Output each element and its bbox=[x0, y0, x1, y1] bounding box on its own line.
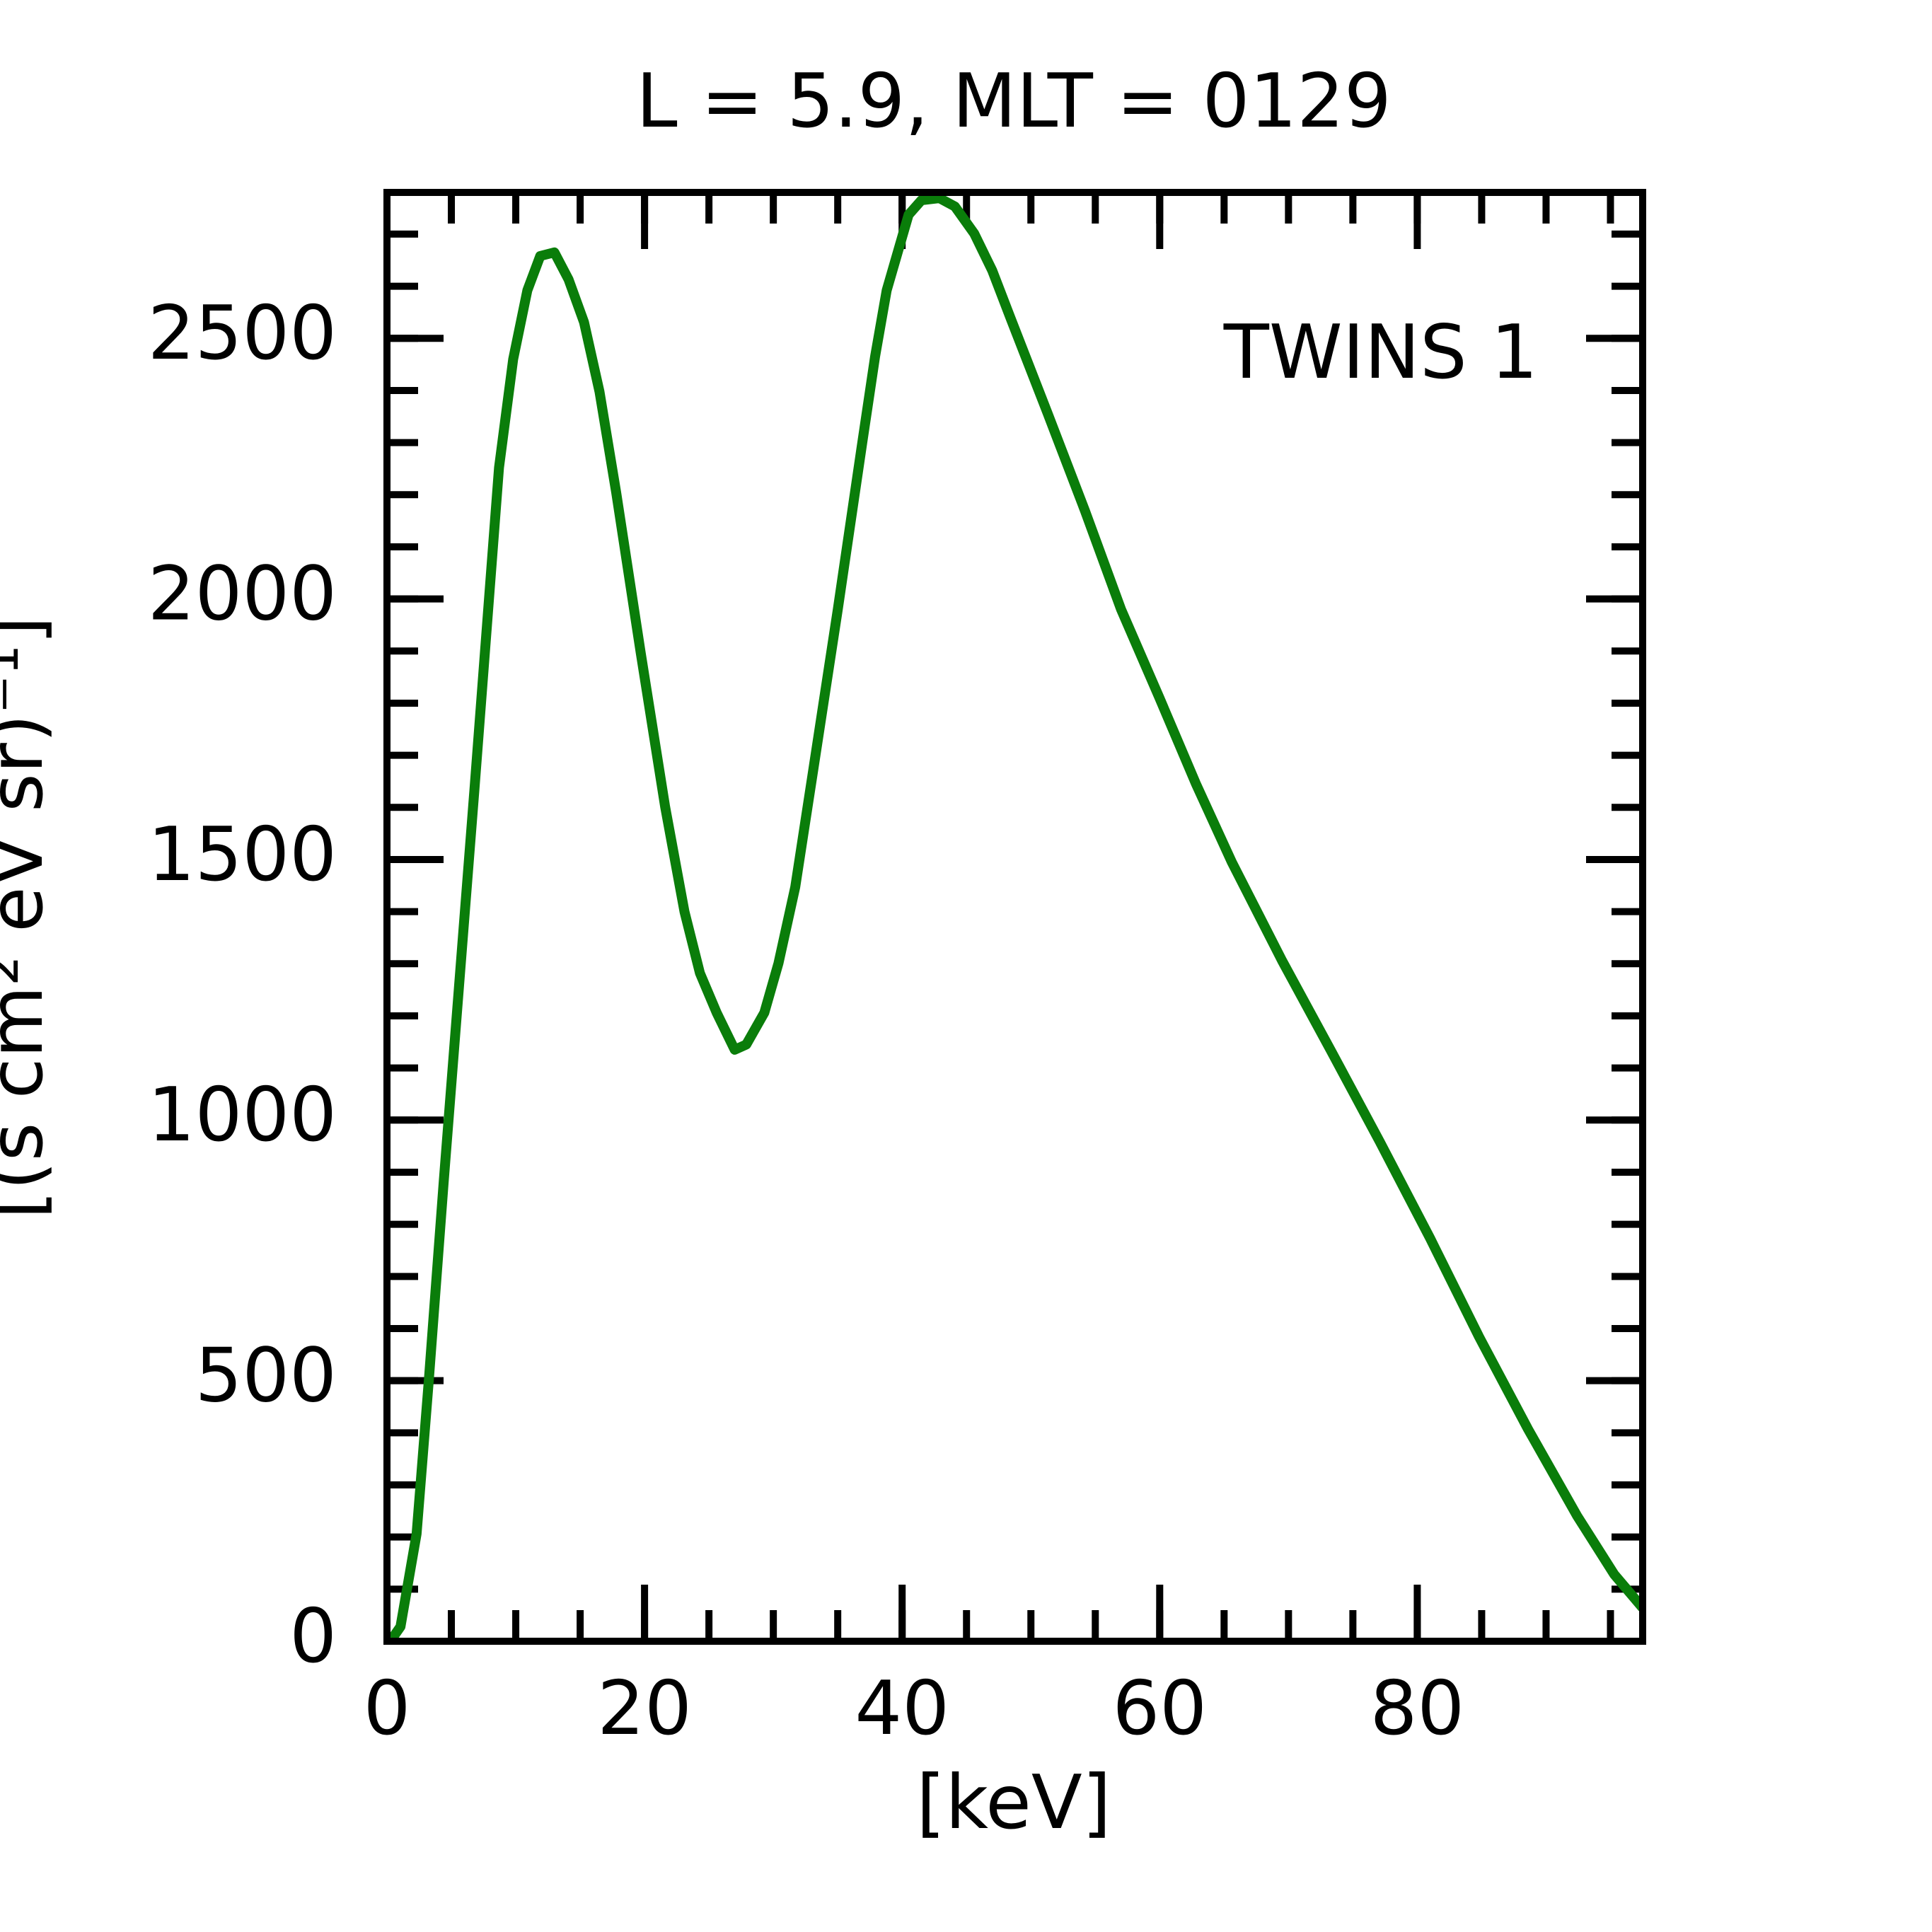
x-tick-label: 40 bbox=[855, 1665, 949, 1752]
y-tick-label: 0 bbox=[289, 1593, 337, 1679]
data-line bbox=[388, 193, 1643, 1641]
y-axis-label: [(s cm² eV sr)⁻¹] bbox=[0, 616, 59, 1220]
y-tick-label: 2000 bbox=[148, 550, 337, 637]
x-axis-label: [keV] bbox=[916, 1759, 1111, 1846]
y-tick-label: 500 bbox=[195, 1332, 337, 1418]
x-tick-label: 0 bbox=[364, 1665, 411, 1752]
y-tick-label: 1500 bbox=[148, 811, 337, 898]
x-tick-label: 60 bbox=[1113, 1665, 1208, 1752]
y-tick-label: 2500 bbox=[148, 290, 337, 376]
y-tick-label: 1000 bbox=[148, 1072, 337, 1158]
x-tick-label: 80 bbox=[1370, 1665, 1465, 1752]
plot-frame bbox=[383, 189, 1646, 1645]
chart-title: L = 5.9, MLT = 0129 bbox=[636, 58, 1392, 144]
x-tick-label: 20 bbox=[597, 1665, 692, 1752]
legend-label: TWINS 1 bbox=[1223, 309, 1538, 395]
